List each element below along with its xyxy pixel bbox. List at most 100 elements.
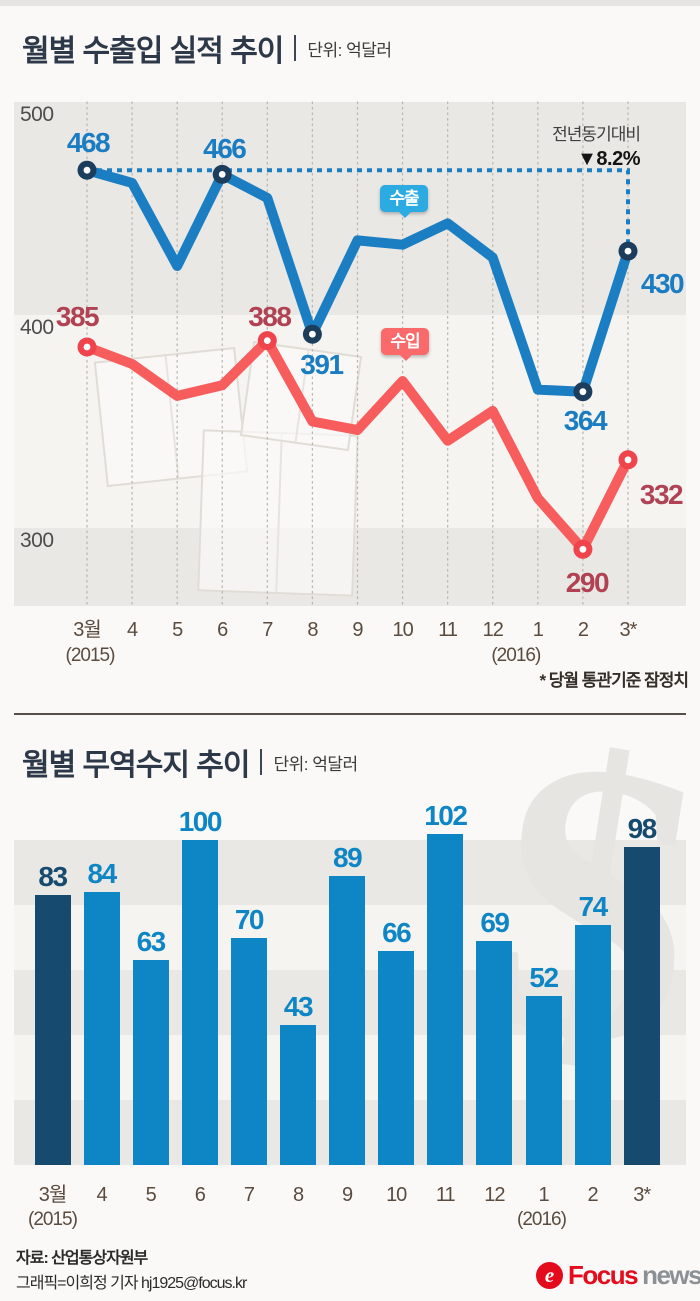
chart1-header: 월별 수출입 실적 추이 단위: 억달러 xyxy=(22,26,392,70)
band-500-400 xyxy=(14,102,686,315)
title-divider xyxy=(294,35,297,61)
point-value-label: 430 xyxy=(640,268,685,300)
bar xyxy=(378,950,415,1165)
bar-value-label: 100 xyxy=(178,806,223,837)
source-line: 자료: 산업통상자원부 xyxy=(16,1250,148,1267)
x-tick-label: 6 xyxy=(217,619,228,641)
point-value-label: 388 xyxy=(248,300,292,332)
x-tick-label: 5 xyxy=(172,619,183,641)
yoy-dash-line xyxy=(87,168,630,252)
chart2-unit: 단위: 억달러 xyxy=(273,754,358,774)
point-marker-hole xyxy=(624,456,632,464)
y-tick-label: 500 xyxy=(20,103,54,126)
chart1-unit: 단위: 억달러 xyxy=(307,40,392,60)
point-marker-hole xyxy=(624,247,632,255)
y-tick-label: 300 xyxy=(20,529,54,552)
point-marker-hole xyxy=(579,545,587,553)
point-value-label: 466 xyxy=(203,133,247,165)
point-marker-hole xyxy=(579,388,587,396)
x-tick-label: 3월 xyxy=(38,1184,68,1206)
bar-highlighted xyxy=(623,846,660,1165)
point-value-label: 332 xyxy=(639,478,684,510)
x-tick-label: 1 xyxy=(532,619,544,641)
x-tick-label: 8 xyxy=(292,1184,304,1206)
chart1-footnote: * 당월 통관기준 잠정치 xyxy=(539,671,689,690)
point-marker-hole xyxy=(83,343,91,351)
x-axis-year-label: (2016) xyxy=(517,1209,567,1230)
bar-value-label: 52 xyxy=(529,962,559,993)
bar xyxy=(230,937,267,1165)
x-axis-year-label: (2015) xyxy=(28,1209,78,1230)
bar-value-label: 66 xyxy=(382,916,412,948)
x-tick-label: 2 xyxy=(577,619,589,641)
x-tick-label: 8 xyxy=(307,619,318,641)
x-tick-label: 3* xyxy=(633,1184,651,1206)
section-divider xyxy=(14,713,686,715)
bar-value-label: 70 xyxy=(234,903,265,935)
point-value-label: 391 xyxy=(300,349,344,381)
x-tick-label: 1 xyxy=(538,1184,549,1206)
import-callout: 수입 xyxy=(381,328,429,361)
bar-value-label: 83 xyxy=(38,861,68,893)
x-tick-label: 11 xyxy=(438,619,458,641)
export-line xyxy=(82,165,633,397)
x-axis-year-label: (2015) xyxy=(65,645,116,666)
x-tick-label: 7 xyxy=(262,619,273,641)
credit-line: 그래픽=이희정 기자 hj1925@focus.kr xyxy=(16,1275,247,1292)
x-tick-label: 12 xyxy=(482,619,504,641)
bar xyxy=(181,840,218,1165)
yoy-annotation-value: ▼8.2% xyxy=(577,148,640,170)
focusnews-logo: e Focus news xyxy=(536,1260,700,1291)
x-axis-year-label: (2016) xyxy=(491,645,541,666)
line-chart-canvas xyxy=(77,101,638,607)
focusnews-logo-brand: Focus xyxy=(568,1260,639,1290)
bar xyxy=(280,1025,316,1165)
bar xyxy=(574,924,611,1165)
x-tick-label: 6 xyxy=(194,1184,206,1206)
point-value-label: 290 xyxy=(565,567,610,599)
bar-value-label: 84 xyxy=(87,858,118,889)
bar xyxy=(525,996,562,1165)
bar xyxy=(427,833,464,1165)
bar-value-label: 74 xyxy=(578,890,609,922)
bar xyxy=(83,892,120,1165)
yoy-annotation: 전년동기대비 ▼8.2% xyxy=(552,120,641,171)
title-divider xyxy=(260,749,263,775)
export-callout: 수출 xyxy=(380,185,428,218)
point-value-label: 364 xyxy=(563,404,608,436)
x-tick-label: 4 xyxy=(127,619,138,641)
point-value-label: 385 xyxy=(55,300,100,332)
point-marker-hole xyxy=(218,171,226,178)
bar-value-label: 102 xyxy=(424,799,468,831)
x-tick-label: 3월 xyxy=(73,619,102,641)
bar xyxy=(132,960,169,1165)
focusnews-logo-suffix: news xyxy=(642,1260,700,1290)
bar xyxy=(476,940,513,1165)
x-tick-label: 9 xyxy=(342,1184,353,1206)
chart1-title: 월별 수출입 실적 추이 xyxy=(22,35,284,68)
yoy-annotation-label: 전년동기대비 xyxy=(552,125,641,144)
x-tick-label: 9 xyxy=(352,619,363,641)
top-strip xyxy=(0,0,700,6)
bar-value-label: 89 xyxy=(333,841,363,873)
bar-value-label: 43 xyxy=(283,991,314,1023)
x-tick-label: 11 xyxy=(435,1184,456,1206)
x-tick-label: 7 xyxy=(243,1184,255,1206)
chart2-title: 월별 무역수지 추이 xyxy=(22,749,250,782)
bar-value-label: 98 xyxy=(627,812,658,844)
focusnews-logo-icon: e xyxy=(536,1262,563,1289)
point-marker-hole xyxy=(83,166,91,174)
point-marker-hole xyxy=(263,337,271,344)
x-tick-label: 10 xyxy=(386,1184,407,1206)
point-value-label: 468 xyxy=(66,127,111,159)
x-tick-label: 12 xyxy=(484,1184,505,1206)
x-tick-label: 10 xyxy=(392,619,413,641)
y-tick-label: 400 xyxy=(20,316,54,339)
x-tick-label: 3* xyxy=(619,619,638,641)
x-tick-label: 2 xyxy=(587,1184,599,1206)
bar-highlighted xyxy=(34,895,71,1165)
x-tick-label: 4 xyxy=(96,1184,108,1206)
bar-value-label: 63 xyxy=(136,926,167,958)
chart2-header: 월별 무역수지 추이 단위: 억달러 xyxy=(22,740,358,784)
